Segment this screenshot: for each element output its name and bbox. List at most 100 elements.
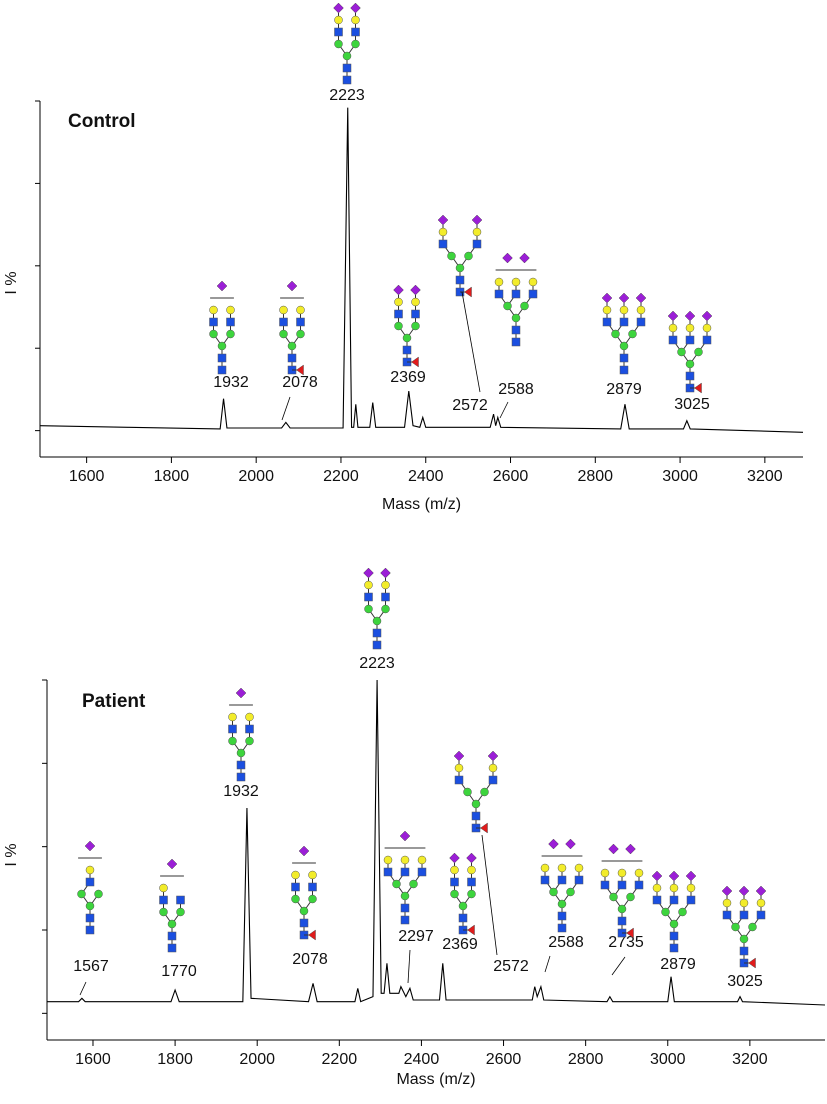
glcnac xyxy=(400,867,410,877)
glcnac xyxy=(417,867,427,877)
sialic-acid xyxy=(380,567,391,579)
galactose xyxy=(417,855,427,865)
glcnac xyxy=(296,317,305,327)
mannose xyxy=(409,879,418,889)
glycan-icon xyxy=(540,838,584,933)
sialic-acid xyxy=(487,750,499,762)
sialic-acid xyxy=(449,852,460,864)
galactose xyxy=(226,305,235,315)
peak-label: 3025 xyxy=(674,396,710,413)
glcnac xyxy=(472,239,482,249)
x-tick-label: 1600 xyxy=(69,468,105,485)
mannose xyxy=(279,329,288,339)
glycan-icon xyxy=(393,284,421,368)
glycan-icon xyxy=(449,852,477,936)
galactose xyxy=(454,763,464,773)
mannose xyxy=(411,321,420,331)
galactose xyxy=(467,865,476,875)
mannose xyxy=(334,39,343,49)
glcnac xyxy=(619,365,629,375)
glycan-icon xyxy=(667,310,713,394)
mannose xyxy=(669,919,679,929)
galactose xyxy=(528,277,538,287)
mannose xyxy=(628,329,637,339)
x-tick-label: 2600 xyxy=(486,1051,522,1068)
mannose xyxy=(228,736,237,746)
peak-label: 1932 xyxy=(223,783,259,800)
sialic-acid xyxy=(363,567,374,579)
galactose xyxy=(702,323,712,333)
peak-label: 2735 xyxy=(608,934,644,951)
mannose xyxy=(609,892,618,902)
galactose xyxy=(685,323,695,333)
mannose xyxy=(226,329,235,339)
glcnac xyxy=(467,877,476,887)
galactose xyxy=(245,712,254,722)
sialic-acid xyxy=(668,870,680,882)
glcnac xyxy=(438,239,448,249)
mannose xyxy=(372,616,382,626)
glcnac xyxy=(236,772,246,782)
mannose xyxy=(661,907,670,917)
sialic-acid xyxy=(755,885,767,897)
glcnac xyxy=(411,309,420,319)
galactose xyxy=(617,868,627,878)
galactose xyxy=(364,580,373,590)
mannose xyxy=(450,889,459,899)
glcnac xyxy=(217,365,227,375)
glycan-icon xyxy=(601,292,647,375)
sialic-acid xyxy=(466,852,477,864)
peak-label: 2588 xyxy=(498,381,534,398)
glycan-icon xyxy=(383,830,427,925)
galactose xyxy=(494,277,504,287)
glcnac xyxy=(85,925,95,935)
mannose xyxy=(677,347,686,357)
x-tick-label: 3000 xyxy=(650,1051,686,1068)
glcnac xyxy=(342,75,352,85)
galactose xyxy=(600,868,610,878)
panel-title: Control xyxy=(68,111,136,132)
sialic-acid xyxy=(651,870,663,882)
mannose xyxy=(464,251,473,261)
glycan-icon xyxy=(721,885,767,969)
leader-line xyxy=(407,949,411,984)
glcnac xyxy=(511,289,521,299)
galactose xyxy=(669,883,679,893)
galactose xyxy=(636,305,646,315)
glycan-icon xyxy=(600,843,644,939)
peak-label: 2223 xyxy=(329,87,365,104)
glcnac xyxy=(722,910,732,920)
peak-label: 2078 xyxy=(282,374,318,391)
peak-label: 2588 xyxy=(548,934,584,951)
glcnac xyxy=(619,353,629,363)
sialic-acid xyxy=(393,284,404,296)
sialic-acid xyxy=(84,840,96,852)
glcnac xyxy=(291,882,300,892)
fucose xyxy=(626,927,634,939)
mannose xyxy=(236,748,246,758)
y-axis-title: I % xyxy=(3,843,20,866)
glcnac xyxy=(557,875,567,885)
glycan-icon xyxy=(279,280,305,376)
mannose xyxy=(678,907,687,917)
glycan-icon xyxy=(291,845,317,941)
galactose xyxy=(574,863,584,873)
galactose xyxy=(411,297,420,307)
mannose xyxy=(463,787,472,797)
glcnac xyxy=(686,895,696,905)
spectrum-line xyxy=(47,679,826,1006)
glcnac xyxy=(334,27,343,37)
x-tick-label: 3200 xyxy=(747,468,783,485)
glcnac xyxy=(511,337,521,347)
galactose xyxy=(296,305,305,315)
leader-line xyxy=(499,401,509,419)
glycan-icon xyxy=(651,870,697,953)
galactose xyxy=(394,297,403,307)
glcnac xyxy=(540,875,550,885)
fucose xyxy=(411,356,419,368)
glcnac xyxy=(617,916,627,926)
peak-label: 2078 xyxy=(292,951,328,968)
glcnac xyxy=(756,910,766,920)
mannose xyxy=(611,329,620,339)
